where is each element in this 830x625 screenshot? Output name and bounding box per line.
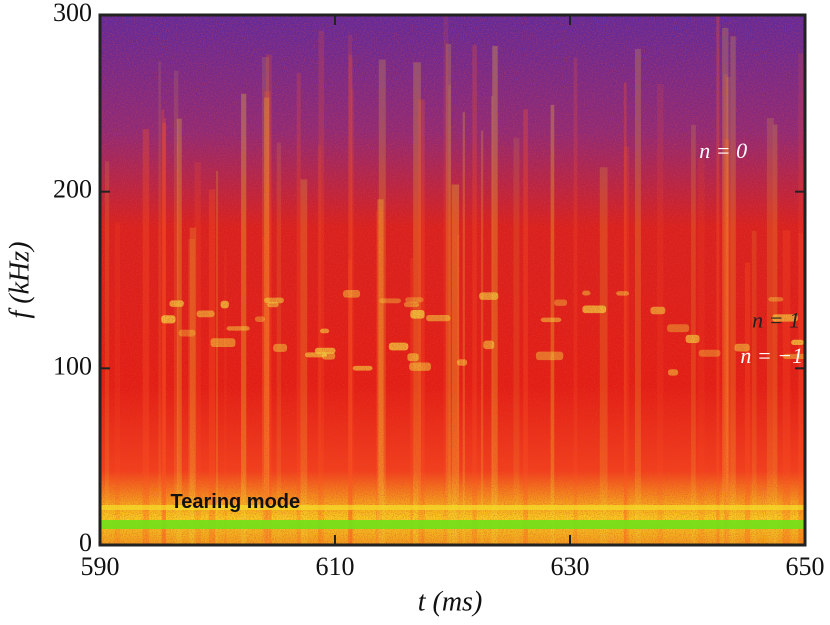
y-tick-label: 200 [53, 175, 92, 204]
y-tick-label: 300 [53, 0, 92, 27]
plot-frame [98, 13, 807, 547]
x-tick-label: 650 [786, 552, 825, 581]
annotation: n = −1 [740, 343, 803, 368]
annotation: n = 1 [752, 307, 800, 332]
x-tick-label: 610 [316, 552, 355, 581]
annotation: n = 0 [699, 138, 747, 163]
annotation: Tearing mode [171, 491, 301, 513]
x-axis-label: t (ms) [418, 586, 483, 617]
spectrogram [100, 15, 805, 545]
y-axis-label: f (kHz) [4, 242, 35, 319]
x-tick-label: 590 [81, 552, 120, 581]
x-tick-label: 630 [551, 552, 590, 581]
y-tick-label: 0 [79, 528, 92, 557]
y-tick-label: 100 [53, 351, 92, 380]
